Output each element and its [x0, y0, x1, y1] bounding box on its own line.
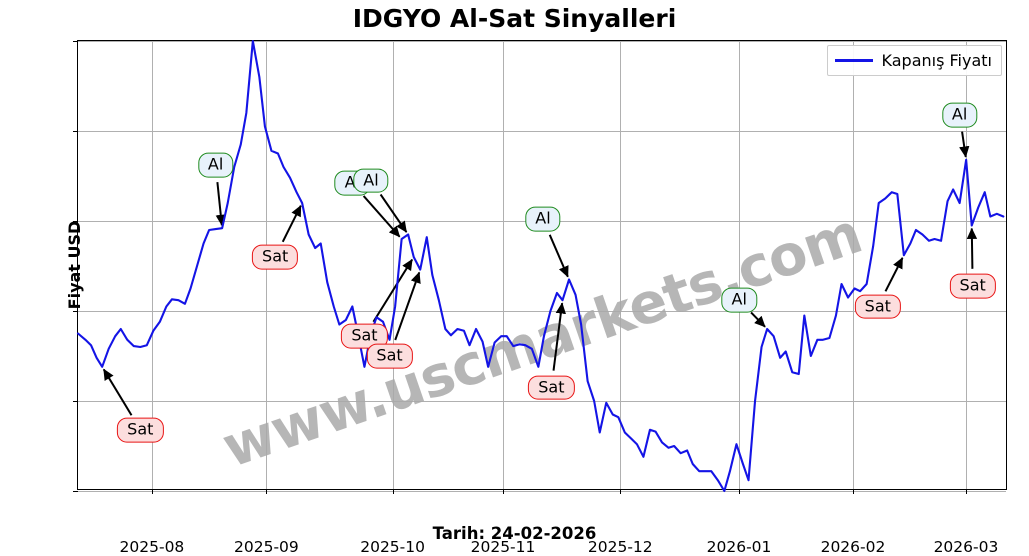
gridline-horizontal [78, 131, 1006, 132]
gridline-vertical [151, 41, 153, 489]
annotation-arrow-sell [281, 204, 302, 243]
x-tick-mark [965, 489, 967, 494]
buy-signal-label: Al [197, 152, 234, 178]
gridline-vertical [739, 41, 741, 489]
gridline-horizontal [78, 41, 1006, 42]
sell-signal-label: Sat [366, 343, 413, 369]
x-tick-label: 2025-12 [587, 538, 653, 556]
annotation-arrow-sell [372, 258, 413, 323]
plot-area: Fiyat USD 0.070.080.090.100.110.12 2025-… [65, 39, 1007, 556]
x-tick-mark [620, 489, 622, 494]
y-tick-mark [73, 41, 78, 42]
gridline-horizontal [78, 401, 1006, 402]
annotation-arrow-sell [552, 302, 566, 371]
annotation-arrow-buy [215, 182, 226, 227]
annotation-arrow-sell [102, 368, 133, 416]
gridline-vertical [392, 41, 394, 489]
gridline-vertical [503, 41, 504, 489]
gridline-vertical [620, 41, 622, 489]
x-tick-mark [852, 489, 854, 494]
x-tick-label: 2025-10 [360, 538, 425, 556]
gridline-vertical [965, 41, 967, 489]
y-tick-mark [73, 221, 78, 222]
annotation-arrows [102, 131, 978, 416]
buy-signal-label: Al [353, 168, 389, 193]
x-tick-mark [739, 489, 741, 494]
annotation-arrow-sell [394, 271, 421, 341]
x-tick-label: 2025-11 [470, 538, 536, 556]
legend: Kapanış Fiyatı [826, 45, 1002, 76]
x-tick-mark [266, 489, 268, 494]
sell-signal-label: Sat [528, 375, 575, 400]
x-tick-mark [151, 489, 153, 494]
annotation-arrow-sell [884, 257, 904, 292]
sell-signal-label: Sat [117, 417, 164, 443]
annotation-arrow-buy [379, 193, 408, 233]
y-tick-mark [73, 491, 78, 492]
y-tick-mark [73, 131, 78, 132]
buy-signal-label: Al [525, 206, 561, 232]
sell-signal-label: Sat [949, 273, 996, 299]
annotation-arrow-buy [750, 311, 766, 328]
legend-label: Kapanış Fiyatı [881, 51, 992, 70]
y-tick-mark [73, 401, 78, 402]
gridline-vertical [852, 41, 854, 489]
gridline-horizontal [78, 491, 1006, 492]
page-title: IDGYO Al-Sat Sinyalleri [352, 4, 677, 33]
x-tick-label: 2025-08 [119, 538, 185, 556]
annotation-arrow-buy [959, 131, 970, 158]
annotation-arrow-sell [966, 227, 978, 269]
x-tick-label: 2026-03 [933, 538, 999, 556]
annotation-arrow-buy [548, 234, 569, 278]
x-axis-label: Tarih: 24-02-2026 [432, 524, 597, 543]
x-tick-label: 2026-01 [706, 538, 772, 556]
buy-signal-label: Al [941, 102, 978, 128]
gridline-horizontal [78, 311, 1006, 312]
price-line [76, 39, 1005, 493]
sell-signal-label: Sat [854, 294, 901, 319]
sell-signal-label: Sat [252, 244, 299, 270]
series-layer [76, 39, 1005, 493]
annotation-arrow-buy [362, 195, 401, 238]
x-tick-label: 2026-02 [820, 538, 886, 556]
x-tick-mark [392, 489, 394, 494]
legend-line-swatch [834, 59, 873, 62]
x-tick-mark [503, 489, 504, 494]
x-tick-label: 2025-09 [234, 538, 299, 556]
y-tick-mark [73, 311, 78, 312]
buy-signal-label: Al [721, 287, 757, 313]
